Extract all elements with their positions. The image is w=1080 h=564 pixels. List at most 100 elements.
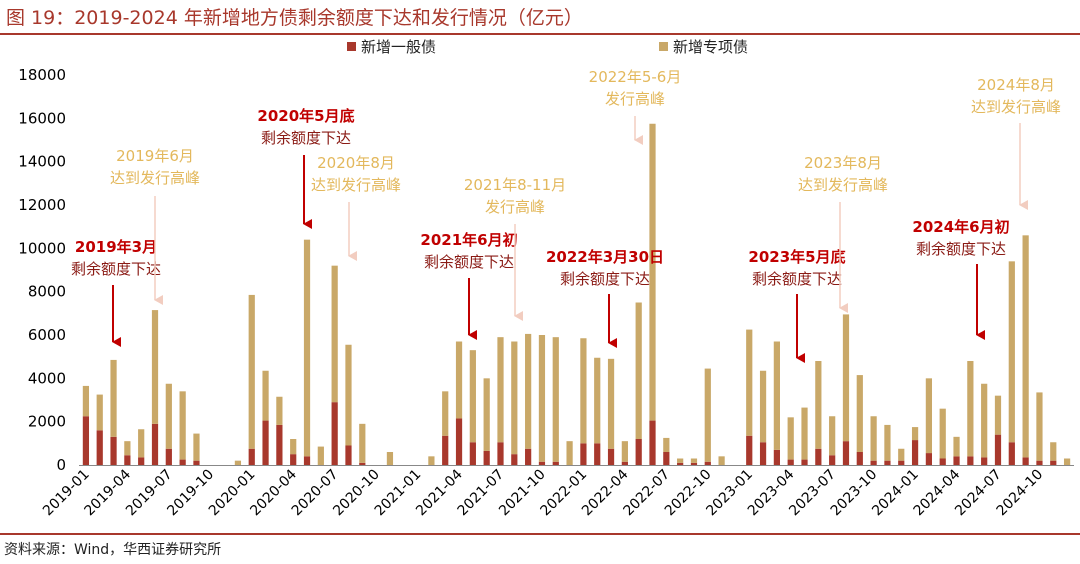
bar-special-2022-01: [580, 338, 587, 444]
bar-general-2023-04: [787, 459, 794, 465]
bar-special-2019-04: [124, 441, 131, 456]
bar-special-2021-06: [483, 378, 490, 451]
bar-general-2022-03: [607, 448, 615, 465]
bar-special-2022-09: [690, 458, 698, 463]
legend-swatch-general: [347, 42, 356, 51]
annotation-2024-08-line-1: 2024年8月: [977, 76, 1055, 94]
bar-special-2022-08: [677, 458, 684, 463]
source-note: 资料来源：Wind，华西证券研究所: [4, 542, 222, 558]
annotation-2021-09-line-1: 2021年8-11月: [464, 176, 566, 194]
bar-special-2024-03: [939, 408, 946, 459]
annotation-2019-06-line-1: 2019年6月: [116, 147, 194, 165]
bar-general-2021-10: [538, 461, 546, 465]
bar-general-2019-07: [165, 448, 172, 465]
bar-special-2020-09: [359, 423, 366, 463]
bar-general-2021-04: [455, 418, 463, 465]
bar-general-2021-03: [442, 435, 449, 465]
bar-general-2022-02: [594, 443, 601, 465]
title-bar: 图 19：2019-2024 年新增地方债剩余额度下达和发行情况（亿元）: [0, 0, 1080, 30]
bar-general-2024-06: [981, 457, 988, 465]
bar-general-2019-06: [151, 423, 159, 465]
y-tick-label: 6000: [28, 326, 66, 344]
annotation-2022-04-line-2: 剩余额度下达: [560, 270, 650, 288]
y-tick-label: 4000: [28, 369, 66, 387]
bar-special-2023-05: [801, 407, 808, 460]
bar-special-2023-07: [829, 416, 836, 456]
bar-special-2021-11: [552, 337, 559, 462]
bar-special-2022-10: [704, 368, 711, 462]
bar-special-2024-01: [911, 427, 919, 441]
bar-general-2021-09: [525, 448, 532, 465]
bar-special-2022-04: [621, 441, 628, 462]
bar-special-2022-07: [663, 437, 670, 452]
y-tick-label: 0: [56, 456, 66, 474]
bar-general-2024-01: [911, 440, 919, 465]
bar-special-2023-06: [815, 361, 822, 449]
bar-general-2022-08: [677, 462, 684, 465]
bar-special-2023-11: [884, 424, 891, 461]
bar-special-2024-08: [1008, 261, 1015, 443]
bar-special-2021-07: [497, 337, 504, 443]
annotation-2021-09-line-2: 发行高峰: [485, 198, 545, 216]
bar-general-2023-01: [746, 435, 753, 465]
bar-special-2020-05: [303, 239, 311, 457]
bar-special-2020-04: [290, 439, 297, 455]
y-tick-label: 8000: [28, 283, 66, 301]
annotation-2023-05-line-1: 2023年5月底: [748, 248, 845, 266]
bar-general-2024-08: [1008, 442, 1015, 465]
bar-special-2019-12: [234, 460, 242, 465]
bar-special-2024-04: [953, 436, 960, 457]
bar-special-2021-10: [538, 335, 546, 462]
bar-special-2023-03: [773, 341, 780, 450]
bar-special-2020-07: [331, 265, 338, 403]
annotation-2022-04-line-1: 2022年3月30日: [546, 248, 664, 266]
annotation-2020-08-line-1: 2020年8月: [317, 154, 395, 172]
bar-special-2023-02: [759, 370, 767, 443]
bar-general-2022-10: [704, 461, 711, 465]
bar-general-2022-06: [649, 420, 656, 465]
bar-special-2021-03: [442, 391, 449, 436]
bar-special-2019-07: [165, 383, 172, 449]
bar-special-2024-07: [994, 395, 1002, 435]
bar-general-2024-09: [1022, 457, 1029, 465]
bar-general-2024-02: [925, 453, 933, 465]
bar-general-2023-12: [898, 460, 905, 465]
bar-general-2022-01: [580, 443, 587, 465]
bar-special-2019-09: [193, 433, 200, 461]
bar-special-2019-08: [179, 391, 186, 460]
bar-special-2021-09: [525, 333, 532, 449]
bar-special-2022-06: [649, 123, 656, 421]
bar-general-2023-08: [842, 441, 850, 465]
bar-special-2023-08: [842, 314, 850, 442]
bar-general-2023-06: [815, 448, 822, 465]
bar-general-2019-09: [193, 460, 200, 465]
bottom-rule: [0, 533, 1080, 535]
annotation-2024-06-line-1: 2024年6月初: [912, 218, 1009, 236]
annotation-2022-05-line-1: 2022年5-6月: [589, 68, 682, 86]
bar-general-2024-10: [1036, 460, 1043, 465]
bar-special-2019-05: [138, 429, 145, 458]
bar-general-2020-01: [248, 448, 255, 465]
annotation-2020-05-line-2: 剩余额度下达: [261, 129, 351, 147]
bar-general-2022-09: [690, 462, 698, 465]
bar-special-2022-11: [718, 456, 725, 465]
stacked-bar-chart: 0 2000 4000 6000 8000 10000 12000 14000 16000 180…: [18, 38, 1074, 519]
bar-special-2021-12: [566, 441, 573, 465]
bar-special-2019-03: [110, 359, 117, 437]
bar-special-2024-02: [925, 378, 933, 454]
bar-general-2019-08: [179, 459, 186, 465]
bar-general-2022-07: [663, 452, 670, 465]
bar-special-2020-03: [276, 396, 283, 425]
annotation-2021-06-line-2: 剩余额度下达: [424, 253, 514, 271]
top-rule: [0, 33, 1080, 35]
bar-general-2023-09: [856, 452, 863, 465]
annotation-2024-08-line-2: 达到发行高峰: [971, 98, 1061, 116]
bar-special-2024-10: [1036, 392, 1043, 461]
y-tick-label: 10000: [18, 239, 66, 257]
bar-general-2019-04: [124, 455, 131, 465]
y-tick-label: 14000: [18, 153, 66, 171]
bar-special-2023-09: [856, 375, 863, 452]
bar-general-2023-02: [759, 442, 767, 465]
bar-general-2024-04: [953, 456, 960, 465]
annotation-2019-03-line-2: 剩余额度下达: [71, 260, 161, 278]
